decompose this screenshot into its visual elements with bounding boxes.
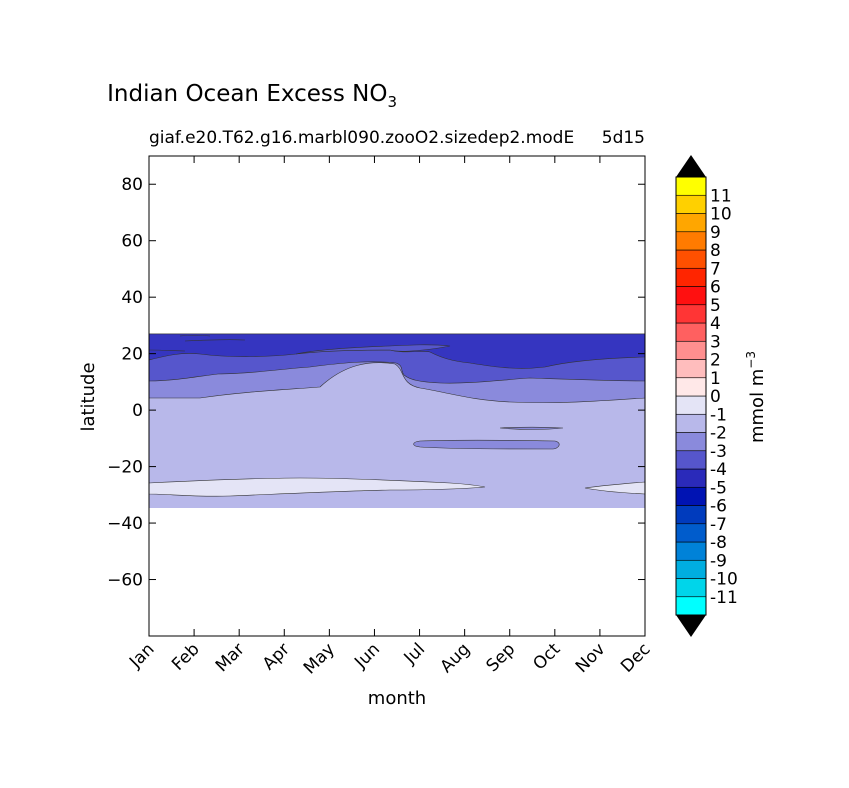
colorbar-segment (675, 413, 707, 433)
band-minus3-minus2-south (413, 439, 560, 450)
contour-field (149, 333, 645, 508)
band-minus5-sliver-1 (184, 339, 246, 342)
chart-subtitle-left: giaf.e20.T62.g16.marbl090.zooO2.sizedep2… (149, 128, 574, 148)
colorbar-tick-label: -10 (710, 570, 738, 590)
chart-title-text: Indian Ocean Excess NO (107, 81, 387, 107)
colorbar-tick-label: 0 (710, 387, 721, 407)
x-tick-label: Jun (350, 639, 384, 673)
colorbar-segment (675, 523, 707, 543)
colorbar-segment (675, 359, 707, 379)
colorbar-segment (675, 432, 707, 452)
colorbar-tick-label: -3 (710, 442, 727, 462)
colorbar-segment (675, 267, 707, 287)
colorbar-tick-label: 2 (710, 351, 721, 371)
x-tick-label: Aug (437, 639, 475, 677)
plot-frame (148, 155, 646, 637)
band-minus1-0-south-east (584, 481, 645, 495)
band-minus3-minus2-sliver (499, 426, 564, 430)
chart-title-subscript: 3 (387, 93, 397, 111)
colorbar-tick-label: 4 (710, 314, 721, 334)
colorbar-tick-label: 1 (710, 369, 721, 389)
band-minus4-minus3-notch (295, 344, 451, 355)
colorbar-segment (675, 559, 707, 579)
y-tick-label: −40 (107, 514, 143, 534)
colorbar-tick-label: 11 (710, 186, 732, 206)
colorbar-segment (675, 468, 707, 488)
colorbar-tick-label: -5 (710, 478, 727, 498)
colorbar-segment (675, 505, 707, 525)
colorbar-tick-label: 5 (710, 296, 721, 316)
colorbar-tick-label: 9 (710, 223, 721, 243)
colorbar-tick-label: -2 (710, 424, 727, 444)
band-minus1-0-south (149, 477, 486, 497)
colorbar-tick-label: -9 (710, 551, 727, 571)
y-tick-label: 80 (121, 175, 143, 195)
x-tick-label: Apr (259, 639, 294, 674)
colorbar-label-text: mmol m (747, 369, 768, 443)
y-tick-label: −20 (107, 458, 143, 478)
colorbar-label-superscript: −3 (744, 351, 758, 369)
colorbar-segment (675, 194, 707, 214)
y-tick-label: 60 (121, 232, 143, 252)
colorbar-tick-label: -7 (710, 515, 727, 535)
colorbar-tick-label: 8 (710, 241, 721, 261)
chart-title: Indian Ocean Excess NO3 (107, 81, 397, 111)
colorbar-segment (675, 395, 707, 415)
x-tick-label: Oct (529, 639, 564, 674)
colorbar-tick-label: -4 (710, 460, 727, 480)
colorbar-tick-label: 10 (710, 205, 732, 225)
colorbar-segment (675, 304, 707, 324)
colorbar-segment (675, 286, 707, 306)
y-tick-label: 20 (121, 345, 143, 365)
colorbar-tick-label: -11 (710, 588, 738, 608)
colorbar-segment (675, 377, 707, 397)
colorbar-extend-max (676, 155, 706, 177)
colorbar-segment (675, 176, 707, 196)
x-tick-label: May (300, 639, 339, 678)
colorbar-segment (675, 340, 707, 360)
y-axis-label: latitude (78, 362, 99, 431)
y-tick-label: −60 (107, 571, 143, 591)
x-tick-label: Mar (212, 639, 249, 676)
y-axis: 80 60 40 20 0 −20 −40 −60 (107, 175, 645, 591)
y-tick-label: 40 (121, 288, 143, 308)
colorbar-segment (675, 578, 707, 598)
x-tick-label: Jul (400, 639, 429, 668)
x-tick-label: Dec (617, 639, 654, 676)
colorbar-label: mmol m−3 (744, 351, 768, 443)
colorbar-segment (675, 249, 707, 269)
colorbar-tick-label: 3 (710, 332, 721, 352)
colorbar-tick-label: -1 (710, 405, 727, 425)
x-tick-label: Jan (125, 639, 158, 672)
colorbar-segment (675, 231, 707, 251)
x-tick-label: Nov (572, 639, 610, 677)
x-tick-label: Feb (168, 639, 203, 674)
y-tick-label: 0 (132, 401, 143, 421)
colorbar-segment (675, 541, 707, 561)
band-minus5-sliver-2 (149, 349, 186, 352)
colorbar-segment (675, 450, 707, 470)
colorbar-tick-label: 7 (710, 259, 721, 279)
colorbar-segment (675, 322, 707, 342)
colorbar-tick-label: -8 (710, 533, 727, 553)
chart-subtitle-right: 5d15 (602, 128, 645, 148)
colorbar-frame (675, 176, 707, 616)
x-tick-label: Sep (482, 639, 519, 676)
band-minus5-sliver-3 (179, 334, 211, 337)
colorbar-tick-label: 6 (710, 278, 721, 298)
colorbar-extend-min (676, 615, 706, 637)
colorbar-tick-label: -6 (710, 497, 727, 517)
colorbar-segment (675, 213, 707, 233)
colorbar-segment (675, 596, 707, 616)
colorbar-segment (675, 486, 707, 506)
x-axis-label: month (368, 688, 426, 709)
